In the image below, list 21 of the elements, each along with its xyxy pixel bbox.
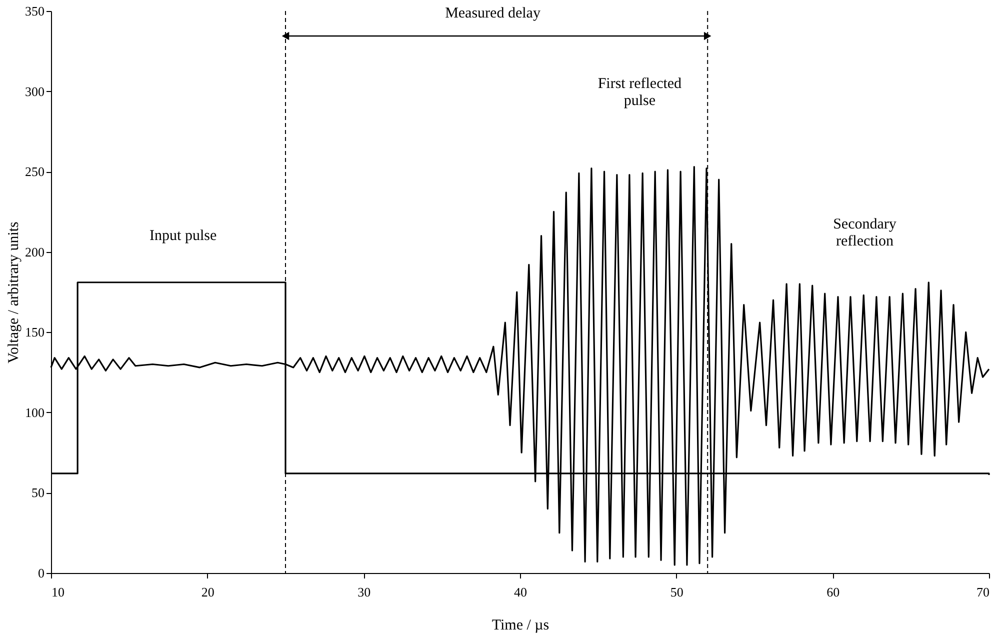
y-tick-label: 300 — [25, 84, 44, 99]
y-tick-label: 350 — [25, 4, 44, 18]
y-tick-label: 0 — [38, 566, 44, 580]
x-tick-label: 60 — [826, 584, 840, 600]
x-tick-label: 10 — [52, 584, 64, 600]
y-tick-label: 200 — [25, 244, 44, 260]
y-tick-label: 100 — [25, 404, 44, 420]
x-axis-title: Time / µs — [492, 618, 550, 634]
x-tick-label: 40 — [514, 584, 527, 600]
y-tick-label: 50 — [32, 485, 44, 500]
y-tick-label: 250 — [25, 164, 44, 180]
x-tick-label: 30 — [358, 584, 371, 600]
y-axis-title: Voltage / arbitrary units — [6, 221, 22, 364]
annotation: Secondary reflection — [833, 216, 897, 250]
x-tick-label: 20 — [201, 584, 214, 600]
annotation: Measured delay — [445, 6, 541, 22]
annotation: First reflected pulse — [598, 76, 682, 110]
annotation: Input pulse — [150, 228, 217, 244]
x-tick-label: 50 — [670, 584, 684, 600]
x-tick-label: 70 — [976, 584, 990, 600]
y-tick-label: 150 — [25, 324, 44, 340]
